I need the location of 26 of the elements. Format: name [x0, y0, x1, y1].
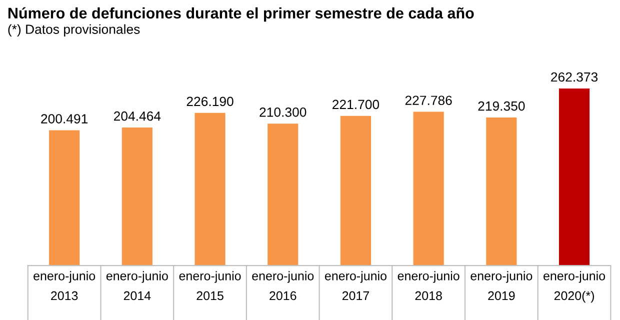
x-tick-label: enero-junio 2019 [470, 271, 532, 300]
data-label: 226.190 [186, 96, 234, 106]
x-tick-label: enero-junio 2015 [179, 271, 241, 300]
x-tick-label: enero-junio 2016 [252, 271, 314, 300]
x-tick-label: enero-junio 2014 [106, 271, 168, 300]
chart-title: Número de defunciones durante el primer semestre de cada año [8, 7, 474, 22]
chart-subtitle: (*) Datos provisionales [8, 24, 140, 37]
bar [122, 128, 152, 266]
x-tick-label: enero-junio 2018 [398, 271, 460, 300]
data-label: 221.700 [332, 100, 380, 110]
data-label: 200.491 [41, 114, 88, 124]
x-tick-label: enero-junio 2020(*) [544, 271, 606, 303]
data-label: 210.300 [260, 107, 306, 117]
bar [268, 124, 298, 266]
data-label: 262.373 [551, 72, 598, 82]
bar [558, 88, 590, 266]
x-tick-label: enero-junio 2017 [324, 271, 386, 300]
bar [413, 112, 444, 266]
bar [49, 130, 80, 266]
data-label: 204.464 [114, 111, 161, 121]
data-label: 219.350 [478, 101, 525, 111]
bar [194, 112, 226, 266]
x-tick-label: enero-junio 2013 [34, 271, 96, 300]
bar [340, 116, 372, 266]
data-label: 227.786 [405, 96, 452, 106]
bar [486, 118, 517, 266]
